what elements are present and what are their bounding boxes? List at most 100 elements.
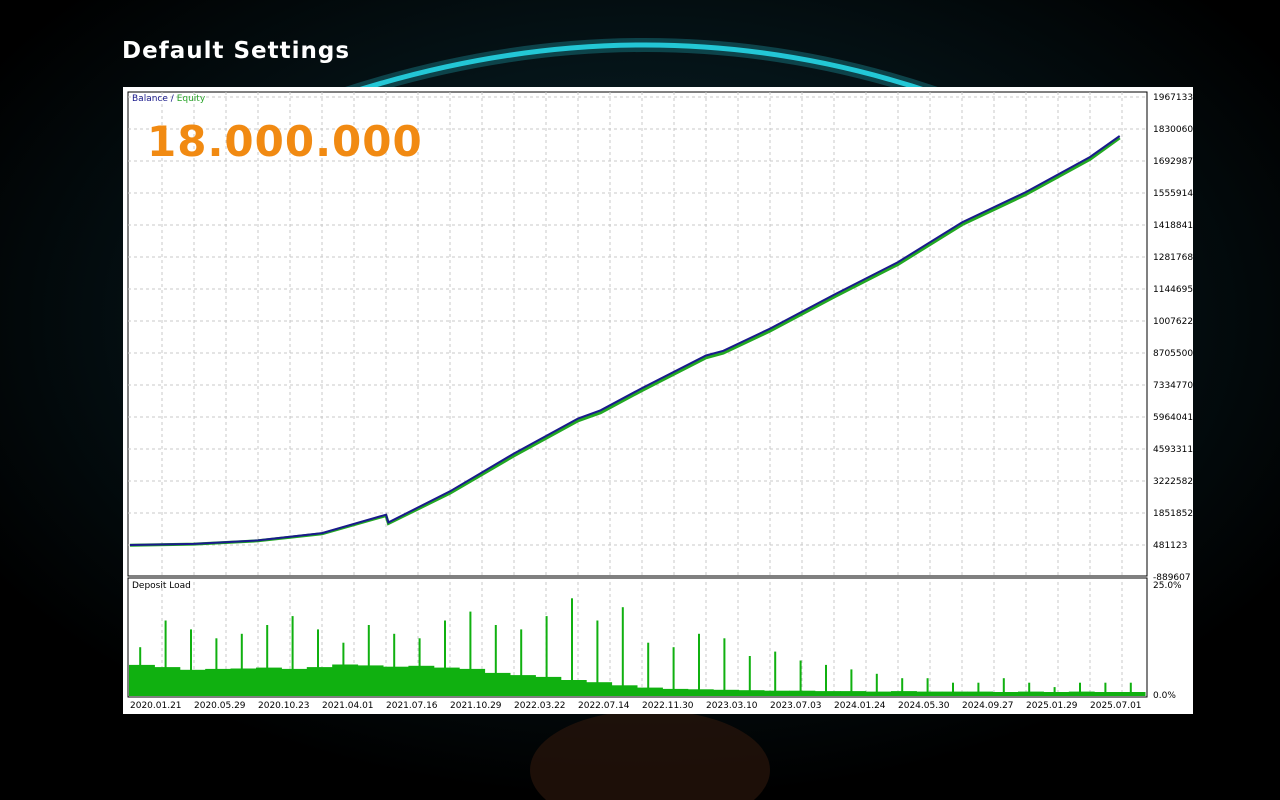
deposit-load-plot: 25.0% 0.0% 2020.01.21 2020.05.29 2020.10.23 2… bbox=[127, 577, 1182, 711]
deposit-load-spike bbox=[647, 642, 650, 696]
y-tick-label: 19671336 bbox=[1153, 93, 1193, 103]
x-tick-label: 2025.01.29 bbox=[1026, 701, 1078, 711]
legend-separator: / bbox=[170, 94, 174, 104]
x-tick-label: 2023.03.10 bbox=[706, 701, 758, 711]
x-tick-label: 2021.04.01 bbox=[322, 701, 374, 711]
chart-canvas: 19671336 18300607 16929877 15559148 14188418… bbox=[127, 91, 1193, 711]
deposit-load-bar bbox=[941, 691, 968, 696]
deposit-load-bar bbox=[611, 685, 638, 696]
deposit-load-spike bbox=[774, 651, 777, 696]
y-tick-label: 481123 bbox=[1153, 541, 1187, 551]
deposit-load-spike bbox=[825, 664, 827, 696]
deposit-load-bar bbox=[535, 676, 562, 696]
deposit-load-spike bbox=[1104, 682, 1107, 696]
deposit-load-bar bbox=[484, 672, 511, 696]
deposit-load-spike bbox=[266, 625, 269, 696]
deposit-load-bar bbox=[179, 669, 206, 696]
deposit-load-spike bbox=[342, 642, 345, 696]
deposit-load-label: Deposit Load bbox=[132, 581, 191, 591]
deposit-load-bar bbox=[205, 668, 232, 696]
deposit-load-bar bbox=[433, 667, 460, 696]
deposit-load-bar bbox=[814, 691, 841, 696]
deposit-load-bar bbox=[306, 667, 333, 696]
x-tick-label: 2020.05.29 bbox=[194, 701, 246, 711]
deposit-load-bar bbox=[459, 668, 486, 696]
deposit-load-spike bbox=[748, 656, 751, 696]
deposit-load-spike bbox=[926, 678, 929, 696]
balance-equity-plot: 19671336 18300607 16929877 15559148 14188418… bbox=[127, 91, 1193, 583]
deposit-load-bar bbox=[408, 665, 435, 696]
deposit-load-spike bbox=[240, 633, 243, 696]
x-tick-label: 2023.07.03 bbox=[770, 701, 822, 711]
x-tick-label: 2022.03.22 bbox=[514, 701, 566, 711]
deposit-load-bar bbox=[738, 690, 765, 696]
deposit-plot-frame bbox=[127, 577, 1148, 698]
deposit-load-spike bbox=[215, 638, 218, 696]
deposit-load-bar bbox=[840, 691, 867, 696]
deposit-load-bar bbox=[1068, 691, 1095, 696]
y-tick-label: 5964041 bbox=[1153, 413, 1193, 423]
deposit-load-bar bbox=[865, 691, 892, 696]
series-line-balance bbox=[129, 135, 1121, 546]
y-tick-label: 7334770 bbox=[1153, 381, 1193, 391]
deposit-load-spike bbox=[850, 669, 853, 696]
chart-panel: 19671336 18300607 16929877 15559148 14188418… bbox=[123, 87, 1193, 714]
deposit-load-bar bbox=[637, 687, 663, 696]
y-tick-label: 3222582 bbox=[1153, 477, 1193, 487]
y-tick-label: 8705500 bbox=[1153, 349, 1193, 359]
deposit-load-bar bbox=[383, 666, 409, 696]
deposit-load-spike bbox=[672, 647, 675, 696]
deposit-load-spike bbox=[977, 682, 980, 696]
deposit-load-bar bbox=[154, 667, 181, 696]
deposit-load-spike bbox=[621, 607, 624, 696]
x-tick-label: 2024.05.30 bbox=[898, 701, 950, 711]
y-tick-label: 14188418 bbox=[1153, 221, 1193, 231]
deposit-load-bar bbox=[129, 664, 155, 696]
y-tick-label: 15559148 bbox=[1153, 189, 1193, 199]
x-tick-label: 2021.10.29 bbox=[450, 701, 502, 711]
deposit-load-spike bbox=[494, 625, 497, 696]
deposit-y-tick-label: 0.0% bbox=[1153, 691, 1176, 701]
deposit-load-bar bbox=[713, 689, 740, 696]
deposit-load-bar bbox=[891, 691, 917, 696]
deposit-load-spike bbox=[799, 660, 802, 696]
deposit-load-bar bbox=[560, 680, 587, 696]
deposit-load-bar bbox=[916, 691, 943, 696]
deposit-load-bar bbox=[764, 690, 790, 696]
y-tick-label: 1851852 bbox=[1153, 509, 1193, 519]
deposit-load-spike bbox=[952, 682, 954, 696]
x-tick-label: 2020.01.21 bbox=[130, 701, 182, 711]
deposit-load-spike bbox=[164, 620, 167, 696]
deposit-load-bar bbox=[789, 690, 816, 696]
deposit-load-spike bbox=[901, 678, 904, 696]
deposit-load-bar bbox=[687, 689, 714, 696]
deposit-load-spike bbox=[418, 638, 421, 696]
x-tick-label: 2025.07.01 bbox=[1090, 701, 1142, 711]
x-tick-label: 2024.01.24 bbox=[834, 701, 886, 711]
deposit-load-spike bbox=[317, 629, 319, 696]
deposit-load-bar bbox=[1018, 691, 1044, 696]
deposit-load-bar bbox=[230, 668, 257, 696]
deposit-y-tick-label: 25.0% bbox=[1153, 581, 1182, 591]
x-tick-label: 2020.10.23 bbox=[258, 701, 310, 711]
y-tick-label: 12817688 bbox=[1153, 253, 1193, 263]
deposit-load-spike bbox=[367, 625, 370, 696]
main-plot-frame bbox=[127, 91, 1148, 577]
y-tick-label: 4593311 bbox=[1153, 445, 1193, 455]
deposit-load-spike bbox=[1079, 682, 1081, 696]
deposit-load-bar bbox=[1119, 692, 1146, 696]
deposit-load-bar bbox=[1094, 692, 1121, 696]
deposit-load-bar bbox=[992, 692, 1019, 696]
legend-balance: Balance bbox=[132, 94, 168, 104]
deposit-load-spike bbox=[393, 633, 396, 696]
deposit-load-spike bbox=[190, 629, 192, 696]
deposit-load-bar bbox=[256, 667, 282, 696]
deposit-load-bar bbox=[281, 668, 308, 696]
x-tick-label: 2022.11.30 bbox=[642, 701, 694, 711]
deposit-load-spike bbox=[1028, 682, 1031, 696]
y-tick-label: 16929877 bbox=[1153, 157, 1193, 167]
deposit-load-spike bbox=[520, 629, 523, 696]
deposit-load-spike bbox=[596, 620, 599, 696]
y-tick-label: 18300607 bbox=[1153, 125, 1193, 135]
y-tick-label: 10076229 bbox=[1153, 317, 1193, 327]
